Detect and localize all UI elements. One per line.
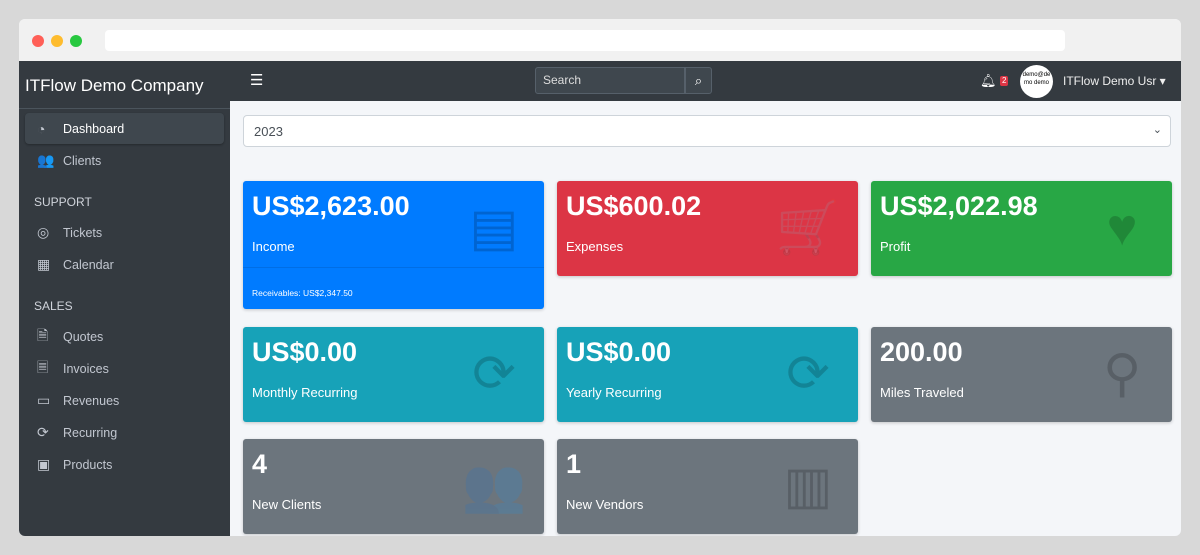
avatar[interactable]: demo@demo demo bbox=[1020, 65, 1053, 98]
sidebar-item-dashboard[interactable]: ◔ Dashboard bbox=[25, 113, 224, 144]
sidebar-item-recurring[interactable]: ⟳ Recurring bbox=[25, 417, 224, 448]
sidebar-item-label: Dashboard bbox=[63, 121, 125, 136]
stat-card-profit[interactable]: US$2,022.98 Profit ♥ bbox=[871, 181, 1172, 276]
stat-label: New Vendors bbox=[566, 497, 644, 512]
sidebar-header: SUPPORT bbox=[34, 195, 92, 209]
search-button[interactable]: ⌕ bbox=[685, 67, 712, 94]
credit-card-icon: ▭ bbox=[37, 392, 51, 408]
stat-card-monthly-recurring[interactable]: US$0.00 Monthly Recurring ⟳ bbox=[243, 327, 544, 422]
heart-icon: ♥ bbox=[1106, 199, 1138, 257]
notification-badge: 2 bbox=[1000, 76, 1009, 86]
sidebar-item-label: Invoices bbox=[63, 361, 109, 376]
minimize-dot[interactable] bbox=[51, 35, 63, 47]
stat-card-new-vendors[interactable]: 1 New Vendors ▥ bbox=[557, 439, 858, 534]
stat-label: Monthly Recurring bbox=[252, 385, 358, 400]
year-value: 2023 bbox=[254, 124, 283, 139]
year-select[interactable]: 2023 ⌄ bbox=[243, 115, 1171, 147]
main-content: 2023 ⌄ US$2,623.00 Income ▤ Receivables: US$… bbox=[230, 101, 1181, 536]
stat-label: Miles Traveled bbox=[880, 385, 964, 400]
file-invoice-icon: 🗏 bbox=[37, 358, 49, 375]
menu-toggle-icon[interactable]: ☰ bbox=[250, 72, 264, 89]
stat-card-expenses[interactable]: US$600.02 Expenses 🛒 bbox=[557, 181, 858, 276]
stat-value: 4 bbox=[252, 449, 268, 479]
file-icon: 🗎 bbox=[37, 326, 49, 343]
sidebar-item-label: Quotes bbox=[63, 329, 104, 344]
sync-icon: ⟳ bbox=[472, 345, 516, 403]
stat-label: Profit bbox=[880, 239, 911, 254]
users-icon: 👥 bbox=[37, 152, 55, 168]
stat-card-new-clients[interactable]: 4 New Clients 👥 bbox=[243, 439, 544, 534]
sidebar-item-revenues[interactable]: ▭ Revenues bbox=[25, 385, 224, 416]
sync-icon: ⟳ bbox=[37, 424, 49, 440]
sidebar-item-clients[interactable]: 👥 Clients bbox=[25, 145, 224, 176]
route-icon: ⚲ bbox=[1102, 345, 1142, 403]
sidebar-item-tickets[interactable]: ◎ Tickets bbox=[25, 217, 224, 248]
search-icon: ⌕ bbox=[694, 73, 703, 88]
tachometer-icon: ◔ bbox=[37, 120, 46, 137]
chevron-down-icon: ⌄ bbox=[1152, 124, 1162, 136]
user-menu[interactable]: ITFlow Demo Usr ▾ bbox=[1063, 74, 1166, 88]
browser-chrome bbox=[19, 19, 1181, 61]
stat-card-income[interactable]: US$2,623.00 Income ▤ Receivables: US$2,347.… bbox=[243, 181, 544, 309]
sidebar-item-label: Recurring bbox=[63, 425, 118, 440]
stat-label: Expenses bbox=[566, 239, 624, 254]
bell-icon[interactable]: 🔔︎ bbox=[980, 73, 996, 88]
close-dot[interactable] bbox=[32, 35, 44, 47]
users-icon: 👥 bbox=[461, 457, 527, 515]
stat-value: 200.00 bbox=[880, 337, 963, 367]
sidebar-item-label: Calendar bbox=[63, 257, 114, 272]
address-bar[interactable] bbox=[105, 30, 1065, 51]
stat-label: New Clients bbox=[252, 497, 322, 512]
search-input[interactable]: Search bbox=[535, 67, 685, 94]
stat-value: US$2,623.00 bbox=[252, 191, 410, 221]
stat-label: Yearly Recurring bbox=[566, 385, 662, 400]
sidebar-item-label: Tickets bbox=[63, 225, 103, 240]
user-name: ITFlow Demo Usr bbox=[1063, 74, 1157, 88]
stat-card-miles-traveled[interactable]: 200.00 Miles Traveled ⚲ bbox=[871, 327, 1172, 422]
brand[interactable]: ITFlow Demo Company bbox=[19, 61, 230, 109]
sidebar-item-label: Products bbox=[63, 457, 113, 472]
box-icon: ▣ bbox=[37, 456, 51, 472]
browser-window: ITFlow Demo Company ◔ Dashboard 👥 Clients SU… bbox=[19, 19, 1181, 536]
calendar-icon: ▦ bbox=[37, 256, 51, 272]
stat-value: US$600.02 bbox=[566, 191, 702, 221]
top-navbar: ☰ Search ⌕ 🔔︎ 2 demo@demo demo ITFlow De… bbox=[230, 61, 1181, 101]
sidebar-item-products[interactable]: ▣ Products bbox=[25, 449, 224, 480]
stat-card-yearly-recurring[interactable]: US$0.00 Yearly Recurring ⟳ bbox=[557, 327, 858, 422]
shopping-cart-icon: 🛒 bbox=[775, 199, 841, 257]
stat-value: US$0.00 bbox=[566, 337, 672, 367]
maximize-dot[interactable] bbox=[70, 35, 82, 47]
stat-value: US$0.00 bbox=[252, 337, 358, 367]
divider bbox=[243, 267, 544, 268]
sidebar-item-label: Clients bbox=[63, 153, 102, 168]
stat-value: 1 bbox=[566, 449, 582, 479]
sidebar-item-quotes[interactable]: 🗎 Quotes bbox=[25, 321, 224, 352]
sync-icon: ⟳ bbox=[786, 345, 830, 403]
sidebar-header: SALES bbox=[34, 299, 73, 313]
stat-label: Income bbox=[252, 239, 295, 254]
sidebar-item-label: Revenues bbox=[63, 393, 120, 408]
credit-card-icon: ▤ bbox=[469, 199, 519, 257]
sidebar-item-invoices[interactable]: 🗏 Invoices bbox=[25, 353, 224, 384]
building-icon: ▥ bbox=[783, 457, 833, 515]
life-ring-icon: ◎ bbox=[37, 224, 50, 240]
stat-value: US$2,022.98 bbox=[880, 191, 1038, 221]
receivables-text: Receivables: US$2,347.50 bbox=[252, 288, 353, 298]
sidebar: ITFlow Demo Company ◔ Dashboard 👥 Clients SU… bbox=[19, 61, 230, 536]
sidebar-item-calendar[interactable]: ▦ Calendar bbox=[25, 249, 224, 280]
